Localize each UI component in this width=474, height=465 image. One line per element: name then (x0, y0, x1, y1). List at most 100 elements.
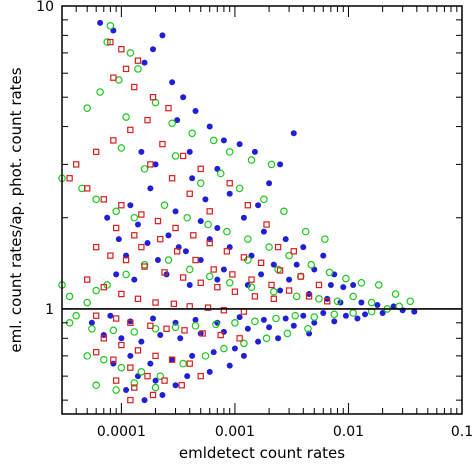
data-point (276, 267, 284, 274)
data-point (83, 185, 91, 192)
data-point (99, 355, 108, 364)
data-point (307, 260, 316, 269)
data-point (118, 202, 125, 209)
data-point (315, 281, 323, 289)
data-point (150, 315, 157, 322)
data-point (251, 293, 259, 300)
data-point (134, 373, 141, 380)
data-point (130, 213, 139, 222)
data-point (358, 299, 365, 306)
data-point (92, 312, 100, 319)
data-point (225, 278, 234, 287)
data-point (115, 236, 122, 243)
data-point (165, 104, 172, 112)
data-point (181, 327, 188, 334)
data-point (147, 185, 154, 192)
data-point (290, 130, 297, 137)
data-point (83, 352, 91, 360)
data-point (244, 325, 251, 332)
data-point (118, 341, 125, 349)
data-point (177, 335, 184, 342)
data-point (260, 316, 267, 323)
data-point (196, 179, 205, 188)
data-point (186, 148, 193, 155)
data-point (330, 310, 339, 319)
data-point (179, 359, 187, 368)
data-point (92, 195, 100, 204)
data-point (240, 352, 247, 359)
data-point (270, 261, 277, 268)
data-point (173, 248, 181, 255)
data-point (131, 276, 138, 283)
data-point (180, 94, 187, 101)
data-point (280, 207, 288, 216)
data-point (192, 108, 199, 115)
data-point (174, 117, 181, 124)
data-point (379, 309, 386, 316)
data-point (107, 252, 114, 259)
data-point (204, 220, 212, 229)
data-point (223, 227, 231, 236)
data-point (204, 304, 212, 311)
data-point (331, 318, 338, 325)
data-point (107, 38, 114, 46)
data-point (267, 160, 276, 169)
data-point (144, 372, 151, 380)
data-point (240, 254, 248, 261)
data-point (189, 175, 196, 182)
data-point (96, 88, 104, 96)
data-point (205, 272, 214, 281)
data-point (147, 161, 154, 168)
data-point (290, 322, 297, 329)
data-point (151, 383, 160, 392)
data-point (210, 349, 217, 356)
data-point (110, 356, 117, 363)
data-point (154, 217, 162, 225)
data-point (110, 137, 117, 144)
data-point (291, 311, 300, 320)
data-point (83, 104, 91, 112)
data-point (265, 243, 273, 251)
data-point (202, 196, 209, 203)
data-point (117, 363, 126, 372)
data-point (197, 257, 204, 264)
data-point (231, 319, 239, 327)
data-point (266, 180, 273, 187)
data-point (199, 330, 206, 337)
data-point (374, 302, 381, 309)
data-point (182, 248, 189, 255)
data-point (147, 360, 154, 367)
data-point (163, 325, 170, 332)
data-point (117, 144, 126, 152)
data-point (159, 391, 166, 398)
data-point (192, 316, 199, 323)
data-point (406, 297, 415, 306)
data-point (251, 317, 259, 326)
data-point (110, 74, 117, 81)
data-points-layer (58, 19, 418, 404)
data-point (103, 38, 111, 46)
data-point (100, 196, 107, 203)
data-point (127, 364, 134, 371)
data-point (197, 372, 204, 380)
data-point (152, 161, 159, 168)
data-point (66, 175, 73, 182)
data-point (340, 284, 347, 291)
data-point (300, 244, 307, 251)
data-point (300, 312, 307, 319)
data-point (150, 46, 157, 53)
data-point (172, 382, 179, 389)
data-point (324, 298, 331, 305)
data-point (131, 83, 138, 91)
data-point (191, 321, 200, 330)
data-point (122, 270, 130, 279)
data-point (217, 331, 224, 339)
y-axis-title: eml. count rates/ap. phot. count rates (7, 67, 25, 352)
data-point (244, 235, 252, 243)
data-point (127, 396, 134, 404)
data-point (138, 243, 145, 251)
x-tick-label: 0.1 (451, 424, 473, 440)
data-point (206, 368, 213, 375)
data-point (236, 335, 243, 342)
